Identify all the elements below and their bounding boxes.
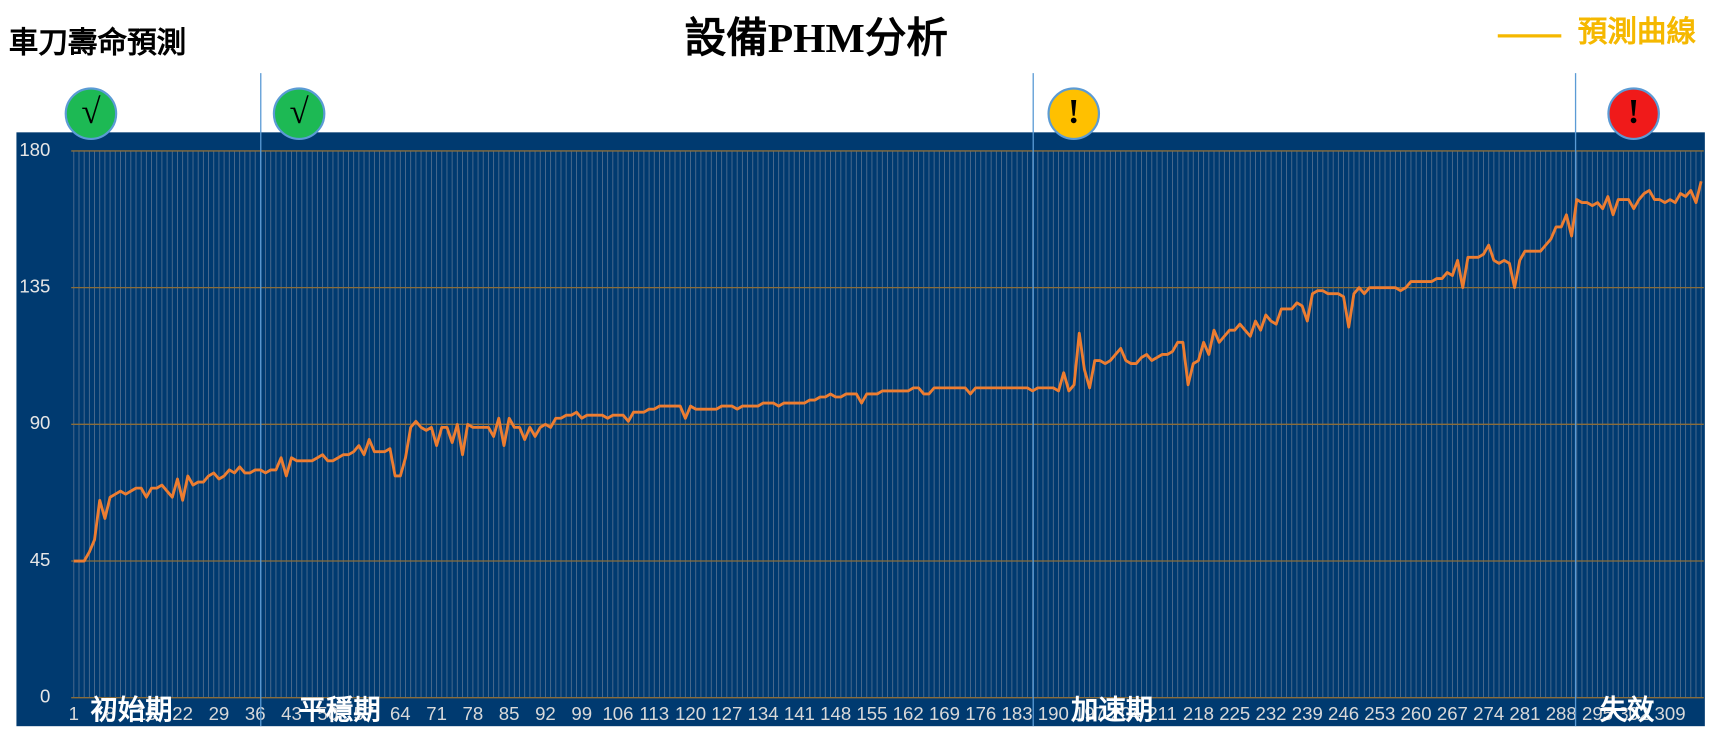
y-tick-label: 45 [30,549,51,570]
x-tick-label: 134 [748,703,779,724]
status-icon [1607,87,1660,141]
x-tick-label: 99 [571,703,592,724]
x-tick-label: 232 [1255,703,1286,724]
status-icon [1047,87,1101,141]
x-tick-label: 29 [209,703,230,724]
x-tick-label: 15 [136,703,157,724]
x-tick-label: 267 [1437,703,1468,724]
y-tick-label: 180 [19,139,50,160]
phase-label: 加速期 [1071,694,1153,725]
y-tick-label: 135 [19,276,50,297]
status-icon-symbol: ! [1068,92,1080,131]
status-icon [64,87,118,141]
x-tick-label: 141 [784,703,815,724]
x-tick-label: 127 [711,703,742,724]
x-tick-label: 148 [820,703,851,724]
x-tick-label: 211 [1147,703,1177,724]
x-tick-label: 22 [172,703,193,724]
x-tick-label: 162 [893,703,924,724]
x-tick-label: 309 [1655,703,1686,724]
x-tick-label: 274 [1473,703,1504,724]
chart-subtitle: 車刀壽命預測 [9,26,186,60]
x-tick-label: 8 [105,703,115,724]
status-icon [272,87,326,141]
data-line [73,180,1703,563]
x-tick-label: 1 [69,703,79,724]
x-tick-label: 50 [317,703,338,724]
x-tick-label: 239 [1292,703,1323,724]
x-tick-label: 260 [1401,703,1432,724]
x-tick-label: 57 [354,703,375,724]
x-tick-label: 106 [602,703,633,724]
x-tick-label: 253 [1364,703,1395,724]
x-tick-label: 204 [1110,703,1141,724]
plot-background [16,132,1705,727]
x-tick-label: 225 [1219,703,1250,724]
x-tick-label: 113 [639,703,669,724]
x-tick-label: 85 [499,703,520,724]
x-tick-label: 295 [1582,703,1613,724]
x-tick-label: 288 [1546,703,1577,724]
status-icon-symbol: √ [289,92,309,131]
legend-label: 預測曲線 [1578,16,1697,49]
phase-label: 平穩期 [299,694,381,725]
y-tick-label: 90 [30,412,51,433]
x-tick-label: 183 [1002,703,1033,724]
x-tick-label: 78 [463,703,484,724]
x-tick-label: 120 [675,703,706,724]
phase-label: 失效 [1600,694,1655,725]
x-tick-label: 176 [965,703,996,724]
x-tick-label: 302 [1618,703,1649,724]
chart-title: 設備PHM分析 [684,15,948,62]
y-tick-label: 0 [40,686,50,707]
x-tick-label: 36 [245,703,266,724]
x-tick-label: 64 [390,703,411,724]
x-tick-label: 281 [1509,703,1540,724]
x-tick-label: 155 [856,703,887,724]
phase-label: 初始期 [90,694,172,725]
x-tick-label: 169 [929,703,960,724]
x-tick-label: 218 [1183,703,1214,724]
x-tick-label: 246 [1328,703,1359,724]
x-tick-label: 190 [1038,703,1069,724]
status-icon-symbol: ! [1628,92,1640,131]
x-tick-label: 197 [1074,703,1105,724]
x-tick-label: 92 [535,703,556,724]
x-tick-label: 43 [281,703,302,724]
x-tick-label: 71 [426,703,447,724]
status-icon-symbol: √ [81,92,101,131]
